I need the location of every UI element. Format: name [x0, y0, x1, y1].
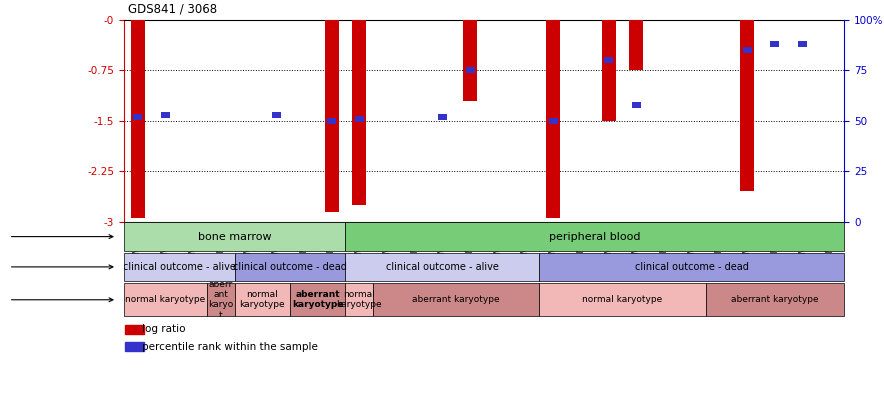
Text: normal karyotype: normal karyotype	[126, 295, 205, 304]
Bar	[602, 20, 615, 121]
Text: clinical outcome - alive: clinical outcome - alive	[123, 262, 236, 272]
Text: log ratio: log ratio	[141, 324, 185, 334]
Text: bone marrow: bone marrow	[198, 232, 271, 242]
Text: aberrant karyotype: aberrant karyotype	[731, 295, 819, 304]
Bar	[546, 20, 560, 218]
Bar	[125, 342, 144, 352]
Bar	[549, 118, 558, 124]
Bar	[354, 116, 364, 122]
Bar	[207, 283, 234, 316]
Bar	[327, 118, 336, 124]
Text: aberr
ant
karyo
t: aberr ant karyo t	[208, 280, 233, 320]
Bar	[234, 253, 346, 281]
Text: clinical outcome - dead: clinical outcome - dead	[635, 262, 749, 272]
Bar	[771, 41, 780, 47]
Bar	[346, 222, 844, 251]
Bar	[125, 325, 144, 334]
Bar	[234, 283, 290, 316]
Bar	[131, 20, 145, 218]
Bar	[271, 112, 280, 118]
Bar	[705, 283, 844, 316]
Bar	[743, 47, 751, 53]
Bar	[740, 20, 754, 191]
Bar	[798, 41, 807, 47]
Bar	[632, 102, 641, 108]
Bar	[629, 20, 644, 70]
Text: genotype/variation: genotype/variation	[0, 295, 113, 305]
Text: aberrant karyotype: aberrant karyotype	[413, 295, 500, 304]
Text: peripheral blood: peripheral blood	[549, 232, 641, 242]
Bar	[346, 253, 539, 281]
Bar	[604, 57, 613, 63]
Bar	[124, 253, 234, 281]
Bar	[539, 253, 844, 281]
Text: normal karyotype: normal karyotype	[583, 295, 663, 304]
Text: disease state: disease state	[0, 262, 113, 272]
Bar	[346, 283, 373, 316]
Bar	[373, 283, 539, 316]
Bar	[539, 283, 705, 316]
Text: tissue: tissue	[0, 232, 113, 242]
Bar	[353, 20, 366, 205]
Text: GDS841 / 3068: GDS841 / 3068	[128, 3, 217, 16]
Bar	[466, 67, 475, 73]
Bar	[324, 20, 339, 211]
Text: clinical outcome - alive: clinical outcome - alive	[386, 262, 499, 272]
Text: clinical outcome - dead: clinical outcome - dead	[233, 262, 347, 272]
Bar	[124, 283, 207, 316]
Bar	[290, 283, 346, 316]
Text: normal
karyotype: normal karyotype	[240, 290, 286, 309]
Bar	[133, 114, 142, 120]
Bar	[124, 222, 346, 251]
Text: normal
karyotype: normal karyotype	[337, 290, 382, 309]
Text: percentile rank within the sample: percentile rank within the sample	[141, 342, 317, 352]
Bar	[463, 20, 477, 101]
Bar	[161, 112, 170, 118]
Text: aberrant
karyotype: aberrant karyotype	[292, 290, 343, 309]
Bar	[438, 114, 447, 120]
